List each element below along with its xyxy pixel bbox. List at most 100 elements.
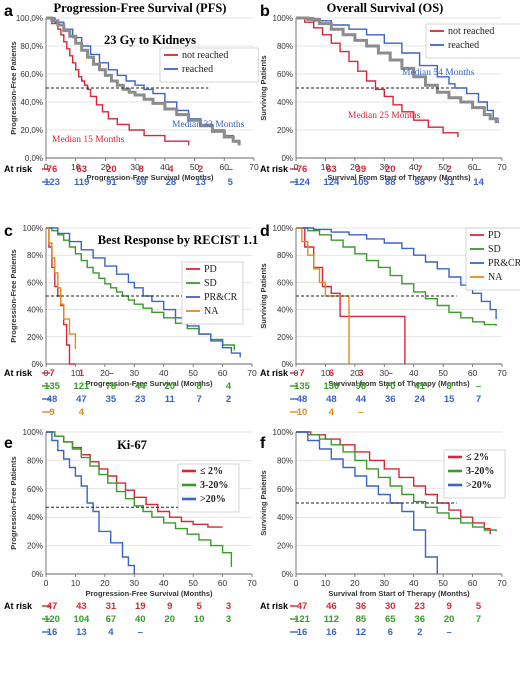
at-risk-value: 1: [79, 368, 85, 379]
legend: ≤ 2% 3-20% >20%: [443, 449, 506, 499]
at-risk-value: 39: [356, 164, 367, 175]
x-tick-label: 40: [409, 578, 419, 588]
at-risk-table: At risk 76 63 39 20 7 2 –124 124 105 88 58 31 14: [260, 164, 485, 188]
x-tick-label: 10: [321, 368, 331, 378]
series-line-pd: [296, 227, 406, 364]
x-tick-label: 30: [380, 368, 390, 378]
at-risk-value: –: [476, 164, 481, 175]
at-risk-value: 11: [165, 394, 176, 405]
at-risk-value: 19: [135, 601, 146, 612]
legend-label: SD: [488, 244, 501, 255]
y-tick-label: 100%: [273, 224, 293, 233]
at-risk-value: 3: [358, 368, 363, 379]
at-risk-value: 121: [73, 381, 90, 392]
at-risk-value: 58: [414, 177, 425, 188]
y-tick-label: 60%: [277, 278, 293, 287]
y-tick-label: 80%: [27, 456, 43, 465]
at-risk-value: 53: [76, 164, 87, 175]
at-risk-value: –: [228, 164, 233, 175]
panel-subtitle: Best Response by RECIST 1.1: [98, 233, 259, 247]
legend: not reached reached: [159, 47, 259, 83]
at-risk-value: 88: [385, 177, 396, 188]
y-tick-label: 100%: [23, 224, 43, 233]
at-risk-value: 112: [324, 614, 339, 625]
y-tick-label: 40%: [277, 98, 293, 107]
y-axis-label: Surviving Patients: [259, 263, 268, 328]
at-risk-value: 7: [476, 394, 481, 405]
x-tick-label: 10: [321, 578, 331, 588]
at-risk-value: 44: [135, 381, 146, 392]
x-tick-label: 60: [218, 368, 228, 378]
y-tick-label: 60%: [27, 485, 43, 494]
at-risk-table: At risk 7 6 3 – 135 130 98 70 41 8 – 48 48 44 36 24 15 7 10…: [260, 368, 481, 418]
at-risk-value: 2: [198, 164, 203, 175]
at-risk-value: 30: [385, 601, 396, 612]
x-tick-label: 50: [438, 162, 448, 172]
at-risk-value: 8: [446, 381, 451, 392]
y-axis-label: Progression-Free Patients: [9, 41, 18, 134]
at-risk-value: 59: [136, 177, 147, 188]
median-annotation: Median 25 Months: [348, 111, 421, 121]
x-tick-label: 0: [294, 162, 299, 172]
at-risk-value: 31: [444, 177, 455, 188]
y-tick-label: 60%: [277, 485, 293, 494]
at-risk-value: 12: [356, 627, 367, 638]
y-tick-label: 100%: [273, 14, 293, 23]
x-tick-label: 10: [71, 162, 81, 172]
series-line-not-reached: [46, 17, 190, 146]
y-tick-label: 40%: [277, 306, 293, 315]
panel-letter: a: [4, 3, 13, 20]
at-risk-value: 124: [323, 177, 340, 188]
x-axis-label: Survival From Start of Therapy (Months): [327, 173, 471, 182]
y-tick-label: 0%: [281, 570, 293, 579]
legend-label: 3-20%: [466, 466, 494, 477]
at-risk-table: At risk 76 53 20 8 4 2 – 123 119 91 59 28 13 5: [4, 164, 234, 188]
at-risk-value: –: [138, 627, 143, 638]
at-risk-value: 120: [44, 614, 60, 625]
y-tick-label: 80%: [277, 456, 293, 465]
at-risk-value: 3: [226, 614, 231, 625]
x-tick-label: 10: [71, 578, 81, 588]
at-risk-value: 36: [414, 614, 425, 625]
at-risk-value: 4: [226, 381, 232, 392]
y-tick-label: 20,0%: [20, 126, 43, 135]
at-risk-label: At risk: [260, 164, 289, 174]
y-tick-label: 20%: [277, 333, 293, 342]
panel-a: a Progression-Free Survival (PFS) 0,0% 20,0…: [4, 1, 259, 188]
at-risk-value: 63: [326, 164, 337, 175]
x-tick-label: 70: [247, 578, 257, 588]
at-risk-value: 47: [47, 601, 58, 612]
y-tick-label: 80%: [277, 42, 293, 51]
at-risk-value: 10: [194, 614, 205, 625]
x-tick-label: 50: [438, 578, 448, 588]
at-risk-value: 9: [167, 601, 172, 612]
x-tick-label: 30: [380, 162, 390, 172]
at-risk-value: 130: [323, 381, 339, 392]
at-risk-value: 5: [196, 601, 202, 612]
x-tick-label: 40: [159, 578, 169, 588]
at-risk-table: At risk 47 46 36 30 23 9 5 121 112 85 65 36 20 7 16 16 12…: [260, 601, 482, 638]
x-tick-label: 60: [468, 368, 478, 378]
at-risk-value: 20: [164, 381, 175, 392]
panel-heading: Overall Survival (OS): [327, 1, 444, 15]
x-tick-label: 0: [44, 578, 49, 588]
at-risk-value: 135: [294, 381, 311, 392]
at-risk-value: 48: [47, 394, 58, 405]
x-tick-label: 70: [497, 578, 507, 588]
at-risk-label: At risk: [4, 368, 33, 378]
at-risk-value: 2: [446, 164, 451, 175]
x-tick-label: 0: [294, 578, 299, 588]
y-tick-label: 0,0%: [25, 154, 43, 163]
x-tick-label: 30: [130, 162, 140, 172]
at-risk-value: 28: [166, 177, 177, 188]
at-risk-value: 14: [473, 177, 484, 188]
y-tick-label: 20%: [277, 542, 293, 551]
median-annotation: Median 15 Months: [52, 135, 125, 145]
panel-letter: e: [4, 435, 13, 452]
legend-label: not reached: [182, 50, 228, 61]
legend-label: ≤ 2%: [466, 452, 489, 463]
at-risk-value: 20: [164, 614, 175, 625]
at-risk-value: 7: [49, 368, 54, 379]
